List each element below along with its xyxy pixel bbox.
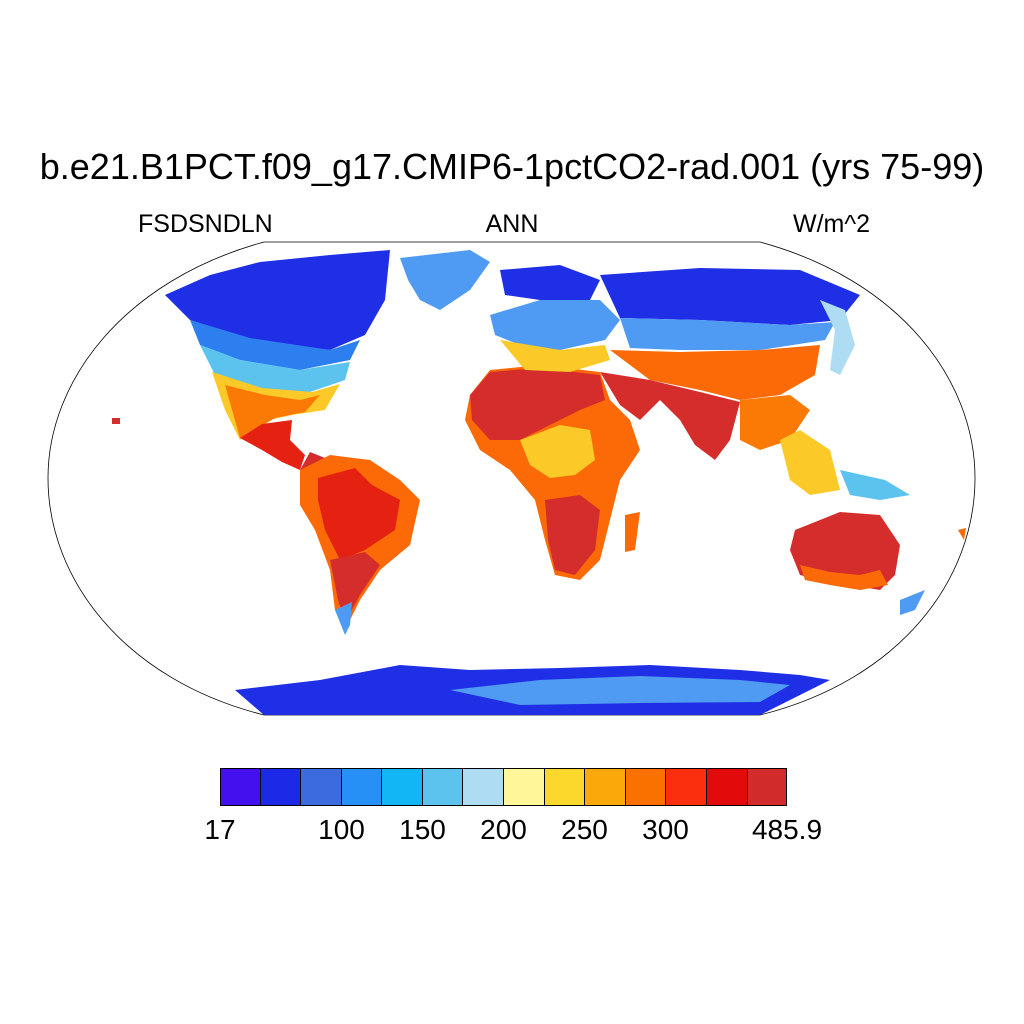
south-america: [300, 455, 420, 635]
colorbar-cell: [422, 768, 464, 806]
plot-title: b.e21.B1PCT.f09_g17.CMIP6-1pctCO2-rad.00…: [39, 146, 985, 187]
colorbar-cell: [220, 768, 261, 806]
madagascar-region-island: [958, 528, 966, 540]
colorbar-cell: [706, 768, 748, 806]
colorbar-cell: [625, 768, 667, 806]
colorbar-tick-label: 250: [561, 814, 608, 845]
asia: [600, 268, 910, 500]
variable-label: FSDSNDLN: [138, 210, 273, 238]
colorbar-tick-label: 100: [318, 814, 365, 845]
colorbar-cell: [260, 768, 302, 806]
hawaii-island: [112, 418, 120, 424]
colorbar-tick-label: 17: [204, 814, 236, 845]
greenland: [400, 250, 490, 310]
antarctica: [235, 665, 830, 715]
colorbar-tick-label: 150: [399, 814, 446, 845]
colorbar-tick-label: 485.9: [751, 814, 823, 845]
europe: [490, 265, 620, 372]
north-america: [165, 250, 390, 475]
colorbar-cell: [544, 768, 586, 806]
colorbar-cell: [341, 768, 383, 806]
africa: [465, 365, 640, 580]
season-label: ANN: [485, 210, 539, 238]
colorbar-tick-label: 200: [480, 814, 527, 845]
colorbar: [220, 768, 788, 806]
units-label: W/m^2: [793, 210, 871, 238]
colorbar-cell: [747, 768, 788, 806]
colorbar-cell: [382, 768, 423, 806]
colorbar-cell: [301, 768, 342, 806]
colorbar-cell: [585, 768, 626, 806]
colorbar-cell: [463, 768, 505, 806]
australia: [790, 512, 925, 615]
colorbar-cell: [504, 768, 545, 806]
colorbar-cell: [666, 768, 707, 806]
colorbar-tick-label: 300: [642, 814, 689, 845]
